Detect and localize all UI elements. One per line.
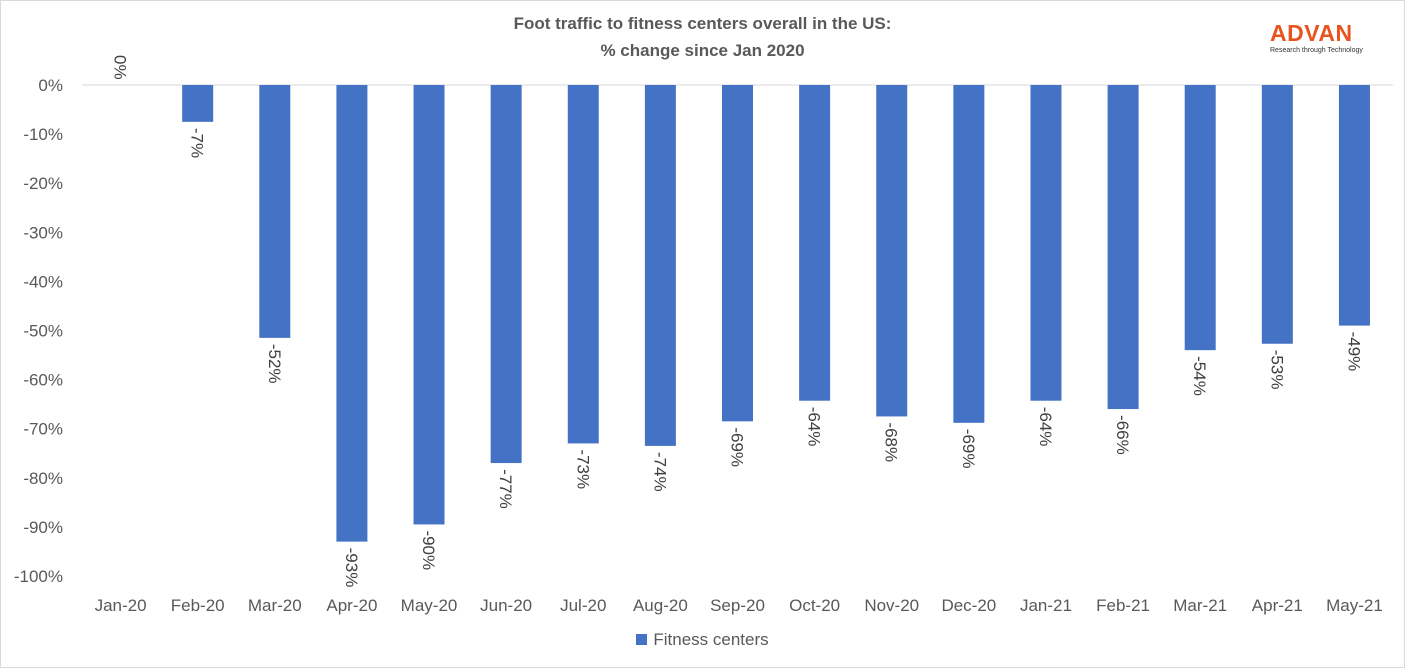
x-tick-label: Feb-21: [1096, 596, 1150, 615]
data-label: -66%: [1113, 415, 1132, 455]
bar: [182, 85, 214, 122]
x-tick-label: Nov-20: [864, 596, 919, 615]
data-label: -90%: [419, 530, 438, 570]
bar: [1184, 85, 1216, 351]
data-label: -69%: [959, 429, 978, 469]
legend-swatch: [636, 634, 648, 645]
y-tick-label: -30%: [23, 223, 63, 242]
data-label: -69%: [728, 427, 747, 467]
bar: [953, 85, 985, 423]
bar: [876, 85, 908, 417]
x-tick-label: Dec-20: [941, 596, 996, 615]
x-tick-label: Apr-21: [1252, 596, 1303, 615]
data-label: -7%: [188, 128, 207, 158]
y-tick-label: -60%: [23, 371, 63, 390]
data-label: -74%: [650, 452, 669, 492]
y-tick-label: -90%: [23, 518, 63, 537]
chart-title-line-2: % change since Jan 2020: [600, 41, 805, 60]
y-tick-label: -20%: [23, 174, 63, 193]
x-tick-label: Mar-20: [248, 596, 302, 615]
data-label: -52%: [265, 344, 284, 384]
advan-logo: ADVAN Research through Technology: [1270, 21, 1380, 55]
bar: [413, 85, 445, 525]
bar: [722, 85, 753, 422]
chart-title-line-1: Foot traffic to fitness centers overall …: [513, 14, 892, 33]
legend: Fitness centers: [0, 630, 1405, 650]
data-label: -68%: [882, 422, 901, 462]
x-tick-label: Aug-20: [633, 596, 688, 615]
bar: [644, 85, 676, 446]
y-tick-label: -50%: [23, 322, 63, 341]
data-label: -93%: [342, 548, 361, 588]
bar: [1030, 85, 1062, 401]
bar: [336, 85, 368, 542]
y-tick-label: 0%: [38, 76, 63, 95]
bar: [1261, 85, 1293, 344]
x-tick-label: Jan-20: [95, 596, 147, 615]
data-label: -77%: [496, 469, 515, 509]
data-label: -64%: [1036, 407, 1055, 447]
x-tick-label: Apr-20: [326, 596, 377, 615]
logo-tagline: Research through Technology: [1270, 47, 1363, 54]
x-tick-label: May-21: [1326, 596, 1383, 615]
x-tick-label: Sep-20: [710, 596, 765, 615]
x-tick-label: Jul-20: [560, 596, 606, 615]
data-label: -49%: [1344, 332, 1363, 372]
bar: [1107, 85, 1139, 410]
bar: [259, 85, 291, 338]
x-tick-label: Jan-21: [1020, 596, 1072, 615]
data-label: -64%: [805, 407, 824, 447]
x-tick-label: May-20: [401, 596, 458, 615]
data-label: -73%: [573, 449, 592, 489]
x-tick-label: Feb-20: [171, 596, 225, 615]
bar: [1338, 85, 1370, 326]
x-tick-label: Jun-20: [480, 596, 532, 615]
y-tick-label: -70%: [23, 420, 63, 439]
logo-name: ADVAN: [1270, 20, 1353, 46]
data-label: -54%: [1190, 356, 1209, 396]
x-tick-label: Oct-20: [789, 596, 840, 615]
bar: [799, 85, 831, 401]
data-label: -53%: [1267, 350, 1286, 390]
legend-label: Fitness centers: [653, 630, 769, 649]
y-tick-label: -80%: [23, 469, 63, 488]
y-tick-label: -100%: [14, 567, 63, 586]
bar: [490, 85, 522, 464]
bar: [567, 85, 599, 444]
y-tick-label: -10%: [23, 125, 63, 144]
chart-title: Foot traffic to fitness centers overall …: [0, 10, 1405, 64]
y-tick-label: -40%: [23, 272, 63, 291]
data-label: 0%: [111, 55, 130, 80]
x-tick-label: Mar-21: [1173, 596, 1227, 615]
